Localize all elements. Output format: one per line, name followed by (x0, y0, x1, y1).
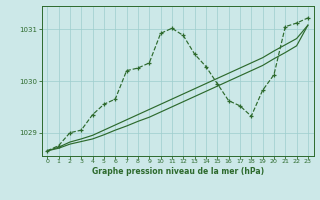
X-axis label: Graphe pression niveau de la mer (hPa): Graphe pression niveau de la mer (hPa) (92, 167, 264, 176)
